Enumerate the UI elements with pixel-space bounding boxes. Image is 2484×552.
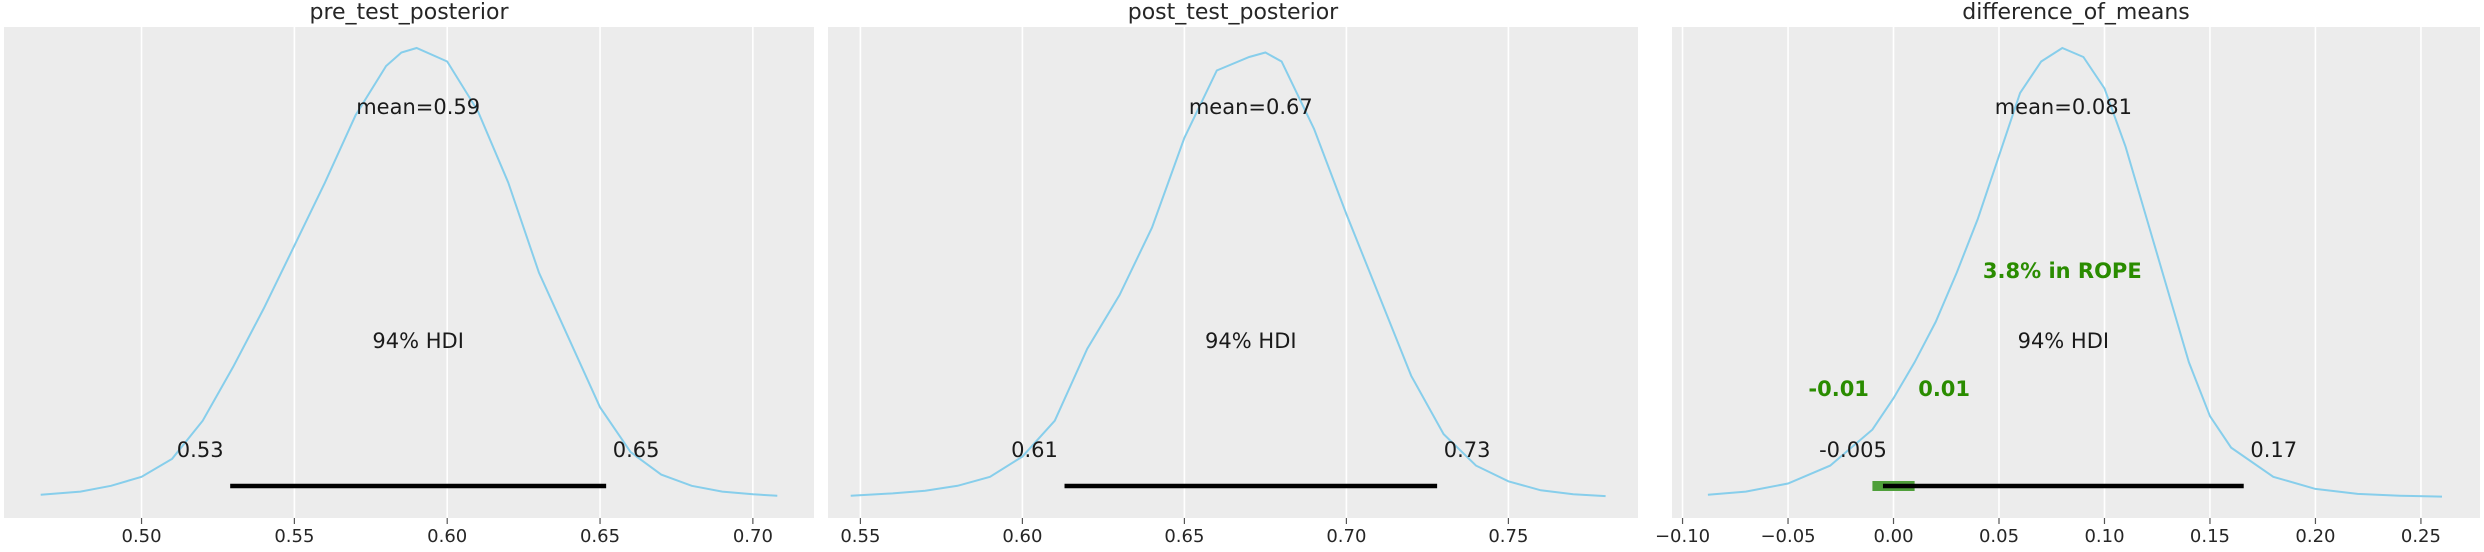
x-tick-label: 0.75 xyxy=(1488,526,1528,547)
subplot-title: post_test_posterior xyxy=(1128,0,1339,25)
rope-lower-label: -0.01 xyxy=(1808,377,1869,401)
density-curve xyxy=(40,46,778,497)
x-tick-label: 0.55 xyxy=(840,526,880,547)
subplot-1: 0.50 0.55 0.60 0.65 0.70 pre_test_posteriorme… xyxy=(4,0,814,547)
x-tick-label: 0.70 xyxy=(1326,526,1366,547)
plot-area xyxy=(4,27,814,518)
hdi-lower-label: -0.005 xyxy=(1819,438,1887,462)
hdi-upper-label: 0.73 xyxy=(1444,438,1491,462)
hdi-lower-label: 0.53 xyxy=(177,438,224,462)
x-tick-label: 0.05 xyxy=(1979,526,2019,547)
x-tick-label: 0.25 xyxy=(2401,526,2441,547)
mean-label: mean=0.59 xyxy=(356,95,480,119)
hdi-lower-label: 0.61 xyxy=(1011,438,1058,462)
subplot-2: 0.55 0.60 0.65 0.70 0.75 post_test_posteriorm… xyxy=(828,0,1638,547)
hdi-label: 94% HDI xyxy=(372,329,464,353)
x-tick-label: 0.65 xyxy=(1164,526,1204,547)
hdi-label: 94% HDI xyxy=(2018,329,2110,353)
x-tick-label: 0.10 xyxy=(2084,526,2124,547)
hdi-label: 94% HDI xyxy=(1205,329,1297,353)
x-tick-label: 0.00 xyxy=(1873,526,1913,547)
x-tick-label: −0.10 xyxy=(1655,526,1710,547)
x-tick-label: 0.15 xyxy=(2190,526,2230,547)
x-tick-label: 0.65 xyxy=(580,526,620,547)
density-curve xyxy=(1707,46,2443,498)
subplot-title: difference_of_means xyxy=(1962,0,2190,25)
x-tick-label: 0.55 xyxy=(274,526,314,547)
hdi-upper-label: 0.65 xyxy=(613,438,660,462)
density-curve xyxy=(850,51,1606,498)
rope-percentage-label: 3.8% in ROPE xyxy=(1983,259,2142,283)
plot-area xyxy=(828,27,1638,518)
subplot-title: pre_test_posterior xyxy=(309,0,509,25)
subplot-3: −0.10 −0.05 0.00 0.05 0.10 0.15 0.20 0.25 differ… xyxy=(1655,0,2480,547)
mean-label: mean=0.081 xyxy=(1995,95,2132,119)
x-tick-label: 0.70 xyxy=(733,526,773,547)
x-tick-label: 0.50 xyxy=(122,526,162,547)
x-tick-label: 0.60 xyxy=(1002,526,1042,547)
hdi-upper-label: 0.17 xyxy=(2250,438,2297,462)
plot-area xyxy=(1672,27,2480,518)
x-tick-label: −0.05 xyxy=(1760,526,1815,547)
x-tick-label: 0.20 xyxy=(2295,526,2335,547)
rope-upper-label: 0.01 xyxy=(1918,377,1970,401)
mean-label: mean=0.67 xyxy=(1189,95,1313,119)
x-tick-label: 0.60 xyxy=(427,526,467,547)
